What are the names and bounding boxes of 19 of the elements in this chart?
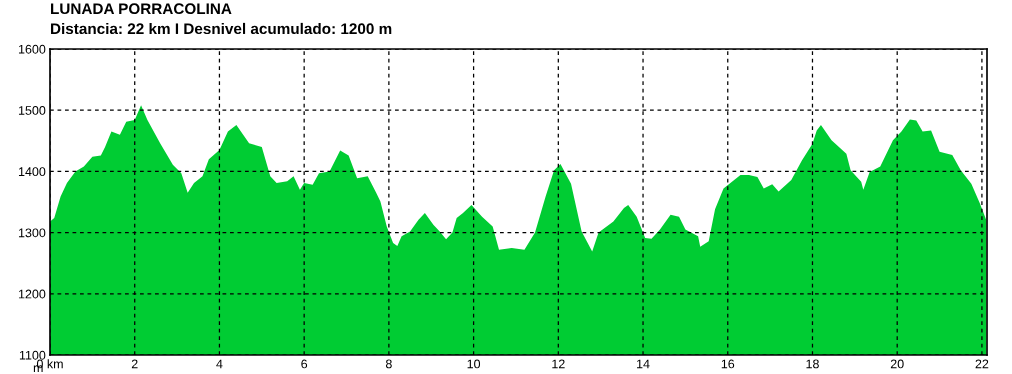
- x-tick-label: 8: [385, 359, 392, 369]
- y-tick-label: 1200: [18, 289, 46, 299]
- x-tick-label: 6: [301, 359, 308, 369]
- y-tick-label: 1300: [18, 228, 46, 238]
- y-tick-label: 1500: [18, 106, 46, 115]
- y-tick-label: 1100: [19, 350, 46, 360]
- x-tick-label: 20: [890, 359, 904, 369]
- x-tick-label: 22: [975, 359, 989, 369]
- chart-title: LUNADA PORRACOLINA: [51, 3, 232, 15]
- chart-subtitle: Distancia: 22 km I Desnivel acumulado: 1200 m: [51, 22, 392, 35]
- x-tick-label: 12: [552, 359, 565, 369]
- x-tick-label: 4: [216, 359, 223, 369]
- x-tick-label: 2: [131, 359, 138, 369]
- y-tick-label: 1400: [18, 167, 46, 177]
- y-tick-label: 1600: [18, 44, 46, 54]
- x-tick-label: 14: [637, 359, 650, 369]
- x-tick-label: 16: [721, 359, 735, 369]
- x-tick-label: 18: [806, 359, 819, 369]
- x-tick-label: 10: [467, 359, 481, 369]
